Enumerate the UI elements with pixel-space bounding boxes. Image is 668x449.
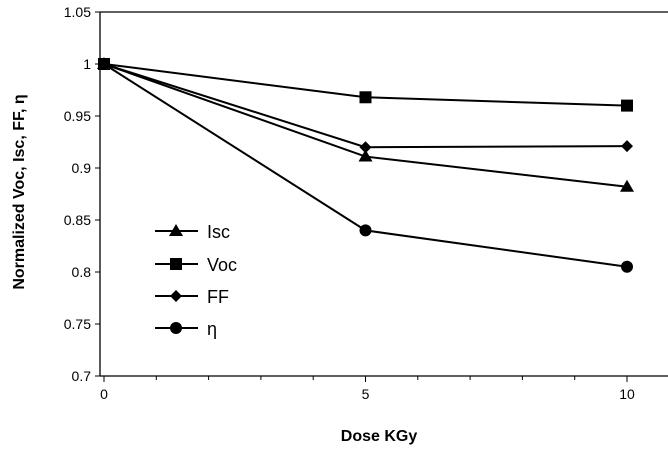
legend-item: Voc xyxy=(155,255,237,275)
legend-item: η xyxy=(155,319,217,339)
legend-marker xyxy=(170,258,182,270)
y-axis-title: Normalized Voc, Isc, FF, η xyxy=(11,94,28,289)
y-tick-label: 0.75 xyxy=(64,316,91,332)
y-tick-label: 1 xyxy=(83,56,91,72)
legend-item: FF xyxy=(155,287,229,307)
legend-item: Isc xyxy=(155,222,230,242)
data-point xyxy=(621,100,633,112)
series-line xyxy=(104,64,627,147)
y-tick-label: 1.05 xyxy=(64,4,91,20)
x-tick-label: 0 xyxy=(100,386,108,402)
legend-marker xyxy=(170,290,182,302)
x-axis-ticks: 0 5 10 xyxy=(100,376,635,402)
series-layer xyxy=(97,57,634,273)
legend-label: η xyxy=(207,319,217,339)
legend-label: Isc xyxy=(207,222,230,242)
data-point xyxy=(621,140,633,152)
data-point xyxy=(621,261,633,273)
plot-frame xyxy=(100,12,668,376)
y-tick-label: 0.95 xyxy=(64,108,91,124)
x-axis-title: Dose KGy xyxy=(341,428,418,445)
series-0 xyxy=(97,57,634,192)
series-2 xyxy=(98,58,633,153)
series-line xyxy=(104,64,627,187)
y-axis-ticks: 0.7 0.75 0.8 0.85 0.9 0.95 1 1.05 xyxy=(64,4,100,384)
x-tick-label: 10 xyxy=(619,386,635,402)
y-tick-label: 0.85 xyxy=(64,212,91,228)
y-tick-label: 0.9 xyxy=(72,160,92,176)
legend-marker xyxy=(170,322,182,334)
x-tick-label: 5 xyxy=(362,386,370,402)
y-tick-label: 0.7 xyxy=(72,368,92,384)
legend-label: FF xyxy=(207,287,229,307)
legend-label: Voc xyxy=(207,255,237,275)
y-tick-label: 0.8 xyxy=(72,264,92,280)
series-1 xyxy=(98,58,633,112)
data-point xyxy=(360,224,372,236)
legend: Isc Voc FF η xyxy=(155,222,237,339)
data-point xyxy=(360,91,372,103)
data-point xyxy=(98,58,110,70)
data-point xyxy=(360,141,372,153)
